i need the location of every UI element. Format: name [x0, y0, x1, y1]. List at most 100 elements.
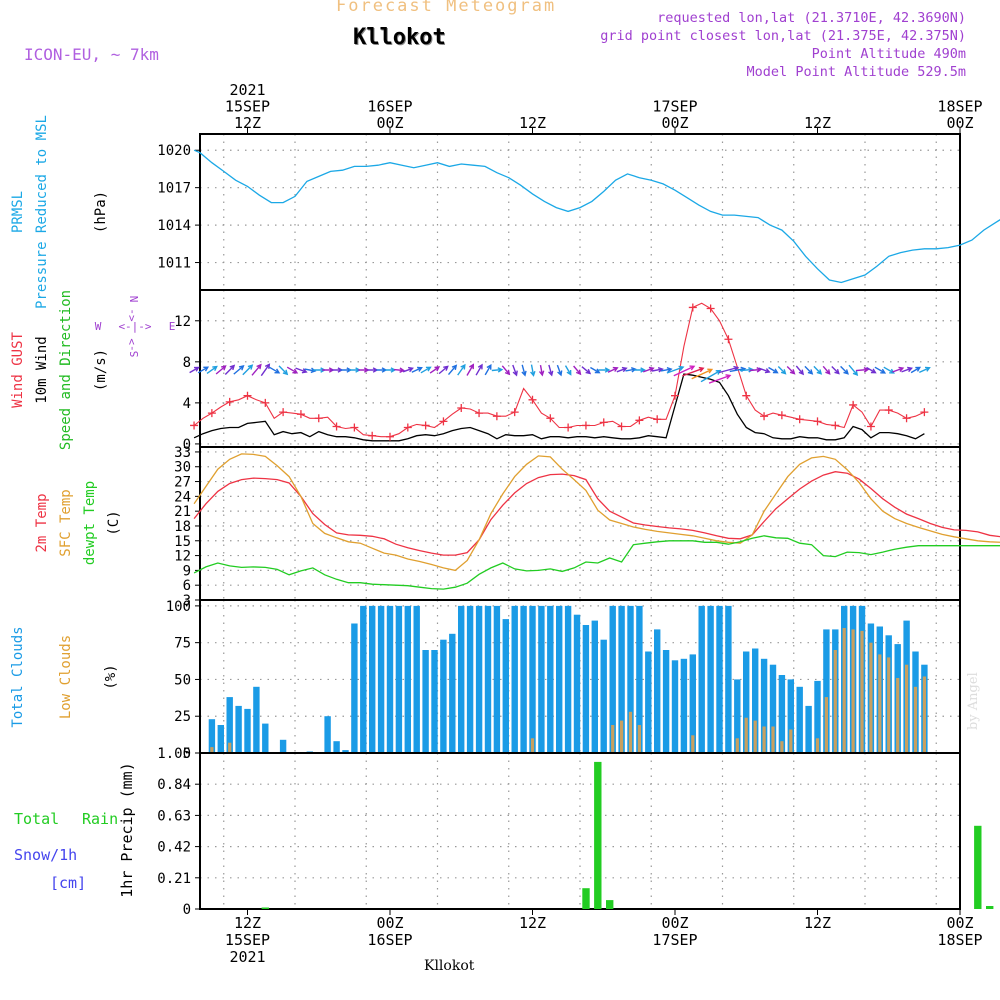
time-tick-label-top: 12Z [519, 114, 546, 132]
total-clouds-bar [814, 680, 821, 753]
low-clouds-bar [691, 735, 695, 753]
gust-marker [332, 422, 341, 431]
wind-direction-arrow [411, 366, 423, 373]
wind-direction-arrow [804, 365, 814, 375]
total-clouds-bar [529, 605, 536, 753]
total-clouds-bar [698, 605, 705, 753]
total-clouds-bar [493, 605, 501, 753]
wind-direction-arrow [484, 363, 492, 376]
total-clouds-bar [511, 605, 518, 753]
gust-marker [581, 421, 590, 430]
time-tick-label-bottom: 12Z [804, 914, 831, 932]
total-clouds-bar [743, 651, 750, 753]
wind-direction-arrow [910, 366, 922, 374]
low-clouds-bar [530, 738, 535, 753]
wind-direction-arrow [573, 365, 582, 376]
y-tick-label: 3 [183, 593, 191, 609]
wind-direction-arrow [278, 365, 289, 376]
temp-unit: (C) [106, 510, 122, 535]
gust-marker [777, 411, 786, 420]
time-tick-label-bottom: 2021 [229, 948, 265, 966]
wind-direction-arrow [367, 367, 379, 373]
y-tick-label: 4 [183, 396, 191, 412]
dewpoint-line [193, 535, 1000, 590]
total-clouds-bar [502, 619, 509, 753]
low-clouds-bar [744, 717, 748, 753]
model-label: ICON-EU, ~ 7km [24, 45, 159, 64]
time-tick-label-top: 18SEP [937, 98, 982, 116]
temp-2m-label: 2m Temp [34, 493, 50, 552]
pressure-label: PRMSL [10, 191, 26, 233]
total-clouds-bar [769, 664, 777, 753]
wind-direction-arrow [739, 367, 754, 373]
gust-marker [368, 431, 377, 440]
total-clouds-bar [324, 716, 331, 753]
total-clouds-bar [475, 605, 483, 753]
dewpoint-label: dewpt Temp [82, 481, 98, 565]
wind-direction-arrow [394, 367, 406, 373]
wind-direction-arrow [475, 363, 483, 376]
y-tick-label: 1.05 [157, 746, 191, 762]
time-tick-label-top: 2021 [229, 81, 265, 99]
low-clouds-bar [860, 630, 864, 753]
low-clouds-bar [815, 738, 820, 753]
total-clouds-bar [333, 741, 340, 753]
wind-direction-arrow [673, 365, 696, 377]
wind-direction-arrow [402, 366, 414, 373]
low-clouds-bar [620, 720, 624, 753]
wind-direction-arrow [682, 366, 705, 377]
wind-direction-arrow [530, 364, 536, 377]
y-tick-label: 100 [166, 599, 191, 615]
total-clouds-bar [538, 605, 545, 753]
rain-bar [594, 761, 602, 909]
low-clouds-bar [869, 642, 873, 753]
gust-marker [243, 391, 252, 400]
wind-direction-arrow [466, 363, 475, 376]
gust-marker [439, 417, 448, 426]
y-tick-label: 25 [174, 709, 191, 725]
gust-marker [421, 421, 430, 430]
compass-w: W [95, 320, 102, 333]
time-tick-label-bottom: 00Z [946, 914, 973, 932]
total-clouds-bar [689, 654, 696, 753]
precip-axis-label: 1hr Precip (mm) [118, 762, 136, 897]
wind-direction-arrow [607, 366, 619, 373]
product-title: Forecast Meteogram [336, 0, 557, 16]
low-clouds-bar [780, 741, 784, 753]
total-clouds-bar [342, 750, 349, 753]
wind-direction-arrow [538, 364, 545, 377]
total-clouds-bar [787, 679, 794, 753]
total-clouds-bar [654, 629, 661, 753]
wind-direction-arrow [260, 363, 271, 377]
low-clouds-bar [896, 678, 900, 753]
rain-bar [582, 888, 590, 909]
wind-direction-arrow [233, 365, 245, 375]
total-clouds-bar [823, 629, 830, 753]
wind-panel: 0 4 8 12 [174, 289, 961, 453]
precip-snow-unit: [cm] [50, 874, 86, 892]
clouds-panel: 0 25 50 75 100 [166, 599, 961, 762]
total-clouds-bar [609, 605, 616, 753]
wind-direction-arrow [691, 368, 714, 380]
wind-direction-arrow [295, 367, 308, 374]
wind-direction-arrow [242, 364, 254, 376]
rain-bar [974, 825, 982, 909]
total-clouds-bar [618, 605, 625, 753]
y-tick-label: 0.84 [157, 777, 191, 793]
temp-2m-line [193, 471, 1000, 556]
wind-direction-arrow [564, 365, 572, 376]
low-clouds-bar [905, 664, 909, 753]
total-clouds-bar [440, 639, 447, 753]
wind-direction-arrow [642, 366, 655, 373]
y-tick-label: 1011 [157, 256, 191, 272]
gust-marker [724, 335, 733, 344]
gust-marker [564, 423, 573, 432]
wind-direction-arrow [457, 363, 466, 376]
time-tick-label-top: 00Z [376, 114, 403, 132]
total-clouds-bar [244, 708, 251, 753]
wind-direction-arrow [883, 366, 895, 374]
gust-marker [688, 303, 697, 312]
time-tick-label-top: 00Z [661, 114, 688, 132]
y-tick-label: 0.42 [157, 840, 191, 856]
